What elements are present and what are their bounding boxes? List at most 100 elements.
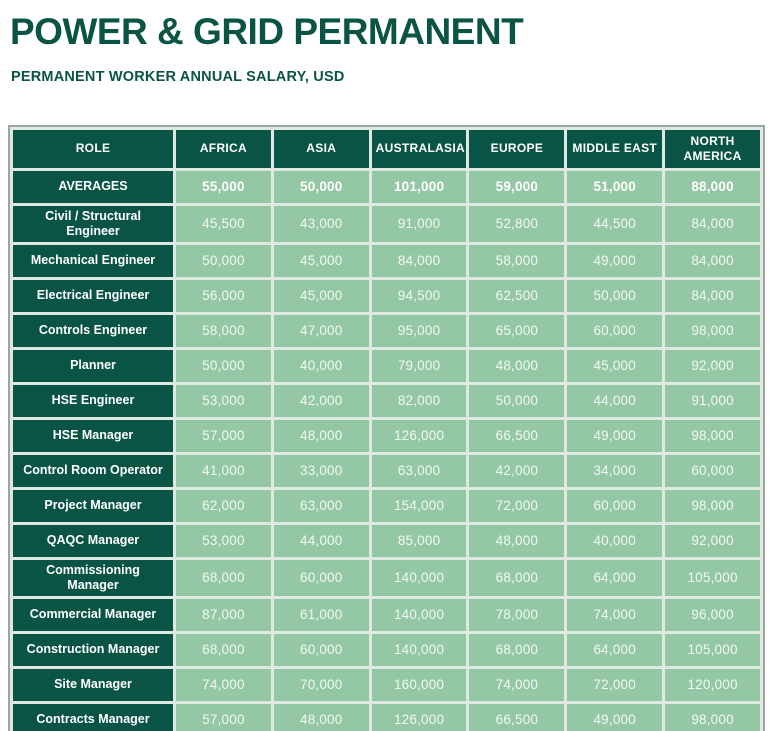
- table-row: HSE Engineer 53,000 42,000 82,000 50,000…: [13, 384, 760, 417]
- value-cell: 60,000: [567, 489, 663, 522]
- role-cell: Construction Manager: [13, 633, 173, 666]
- table-row: Contracts Manager 57,000 48,000 126,000 …: [13, 703, 760, 731]
- value-cell: 58,000: [176, 314, 271, 347]
- table-row: Commissioning Manager 68,000 60,000 140,…: [13, 559, 760, 596]
- value-cell: 96,000: [665, 598, 760, 631]
- column-header-europe: EUROPE: [469, 129, 565, 168]
- table-row: Electrical Engineer 56,000 45,000 94,500…: [13, 279, 760, 312]
- value-cell: 72,000: [469, 489, 565, 522]
- column-header-asia: ASIA: [273, 129, 369, 168]
- value-cell: 50,000: [273, 170, 369, 203]
- value-cell: 91,000: [665, 384, 760, 417]
- value-cell: 68,000: [176, 559, 271, 596]
- value-cell: 120,000: [665, 668, 760, 701]
- table-row: Construction Manager 68,000 60,000 140,0…: [13, 633, 760, 666]
- value-cell: 50,000: [567, 279, 663, 312]
- role-cell: HSE Manager: [13, 419, 173, 452]
- value-cell: 84,000: [371, 244, 467, 277]
- value-cell: 98,000: [665, 703, 760, 731]
- table-row: AVERAGES 55,000 50,000 101,000 59,000 51…: [13, 170, 760, 203]
- value-cell: 64,000: [567, 633, 663, 666]
- value-cell: 68,000: [176, 633, 271, 666]
- value-cell: 53,000: [176, 524, 271, 557]
- value-cell: 45,000: [273, 244, 369, 277]
- value-cell: 95,000: [371, 314, 467, 347]
- table-row: Site Manager 74,000 70,000 160,000 74,00…: [13, 668, 760, 701]
- value-cell: 57,000: [176, 419, 271, 452]
- value-cell: 63,000: [371, 454, 467, 487]
- value-cell: 98,000: [665, 489, 760, 522]
- value-cell: 50,000: [176, 349, 271, 382]
- value-cell: 94,500: [371, 279, 467, 312]
- value-cell: 43,000: [273, 205, 369, 242]
- role-cell: QAQC Manager: [13, 524, 173, 557]
- role-cell: Site Manager: [13, 668, 173, 701]
- value-cell: 48,000: [273, 419, 369, 452]
- page-subtitle: PERMANENT WORKER ANNUAL SALARY, USD: [11, 68, 345, 85]
- value-cell: 62,500: [469, 279, 565, 312]
- value-cell: 84,000: [665, 205, 760, 242]
- value-cell: 154,000: [371, 489, 467, 522]
- value-cell: 74,000: [176, 668, 271, 701]
- value-cell: 56,000: [176, 279, 271, 312]
- role-cell: Civil / Structural Engineer: [13, 205, 173, 242]
- page-title: POWER & GRID PERMANENT: [10, 11, 524, 52]
- value-cell: 42,000: [273, 384, 369, 417]
- value-cell: 60,000: [273, 633, 369, 666]
- column-header-north-america: NORTH AMERICA: [665, 129, 760, 168]
- role-cell: HSE Engineer: [13, 384, 173, 417]
- column-header-middle-east: MIDDLE EAST: [567, 129, 663, 168]
- role-cell: Mechanical Engineer: [13, 244, 173, 277]
- role-cell: Control Room Operator: [13, 454, 173, 487]
- value-cell: 40,000: [273, 349, 369, 382]
- value-cell: 45,500: [176, 205, 271, 242]
- role-cell: Project Manager: [13, 489, 173, 522]
- value-cell: 60,000: [665, 454, 760, 487]
- salary-table-frame: ROLE AFRICA ASIA AUSTRALASIA EUROPE MIDD…: [8, 124, 765, 731]
- value-cell: 66,500: [469, 419, 565, 452]
- salary-table: ROLE AFRICA ASIA AUSTRALASIA EUROPE MIDD…: [10, 126, 763, 731]
- value-cell: 60,000: [273, 559, 369, 596]
- value-cell: 40,000: [567, 524, 663, 557]
- table-row: HSE Manager 57,000 48,000 126,000 66,500…: [13, 419, 760, 452]
- value-cell: 70,000: [273, 668, 369, 701]
- value-cell: 85,000: [371, 524, 467, 557]
- value-cell: 92,000: [665, 349, 760, 382]
- value-cell: 84,000: [665, 279, 760, 312]
- role-cell: Commissioning Manager: [13, 559, 173, 596]
- value-cell: 45,000: [567, 349, 663, 382]
- value-cell: 140,000: [371, 598, 467, 631]
- value-cell: 50,000: [469, 384, 565, 417]
- value-cell: 63,000: [273, 489, 369, 522]
- table-body: AVERAGES 55,000 50,000 101,000 59,000 51…: [13, 170, 760, 731]
- role-cell: Planner: [13, 349, 173, 382]
- role-cell: Commercial Manager: [13, 598, 173, 631]
- value-cell: 48,000: [469, 349, 565, 382]
- value-cell: 59,000: [469, 170, 565, 203]
- value-cell: 34,000: [567, 454, 663, 487]
- value-cell: 44,000: [273, 524, 369, 557]
- value-cell: 49,000: [567, 703, 663, 731]
- value-cell: 87,000: [176, 598, 271, 631]
- value-cell: 98,000: [665, 419, 760, 452]
- value-cell: 64,000: [567, 559, 663, 596]
- value-cell: 92,000: [665, 524, 760, 557]
- table-row: Civil / Structural Engineer 45,500 43,00…: [13, 205, 760, 242]
- value-cell: 82,000: [371, 384, 467, 417]
- value-cell: 57,000: [176, 703, 271, 731]
- value-cell: 48,000: [273, 703, 369, 731]
- value-cell: 101,000: [371, 170, 467, 203]
- value-cell: 84,000: [665, 244, 760, 277]
- value-cell: 51,000: [567, 170, 663, 203]
- value-cell: 88,000: [665, 170, 760, 203]
- value-cell: 65,000: [469, 314, 565, 347]
- value-cell: 126,000: [371, 703, 467, 731]
- value-cell: 74,000: [567, 598, 663, 631]
- value-cell: 50,000: [176, 244, 271, 277]
- table-row: Commercial Manager 87,000 61,000 140,000…: [13, 598, 760, 631]
- value-cell: 61,000: [273, 598, 369, 631]
- role-cell: AVERAGES: [13, 170, 173, 203]
- value-cell: 58,000: [469, 244, 565, 277]
- role-cell: Controls Engineer: [13, 314, 173, 347]
